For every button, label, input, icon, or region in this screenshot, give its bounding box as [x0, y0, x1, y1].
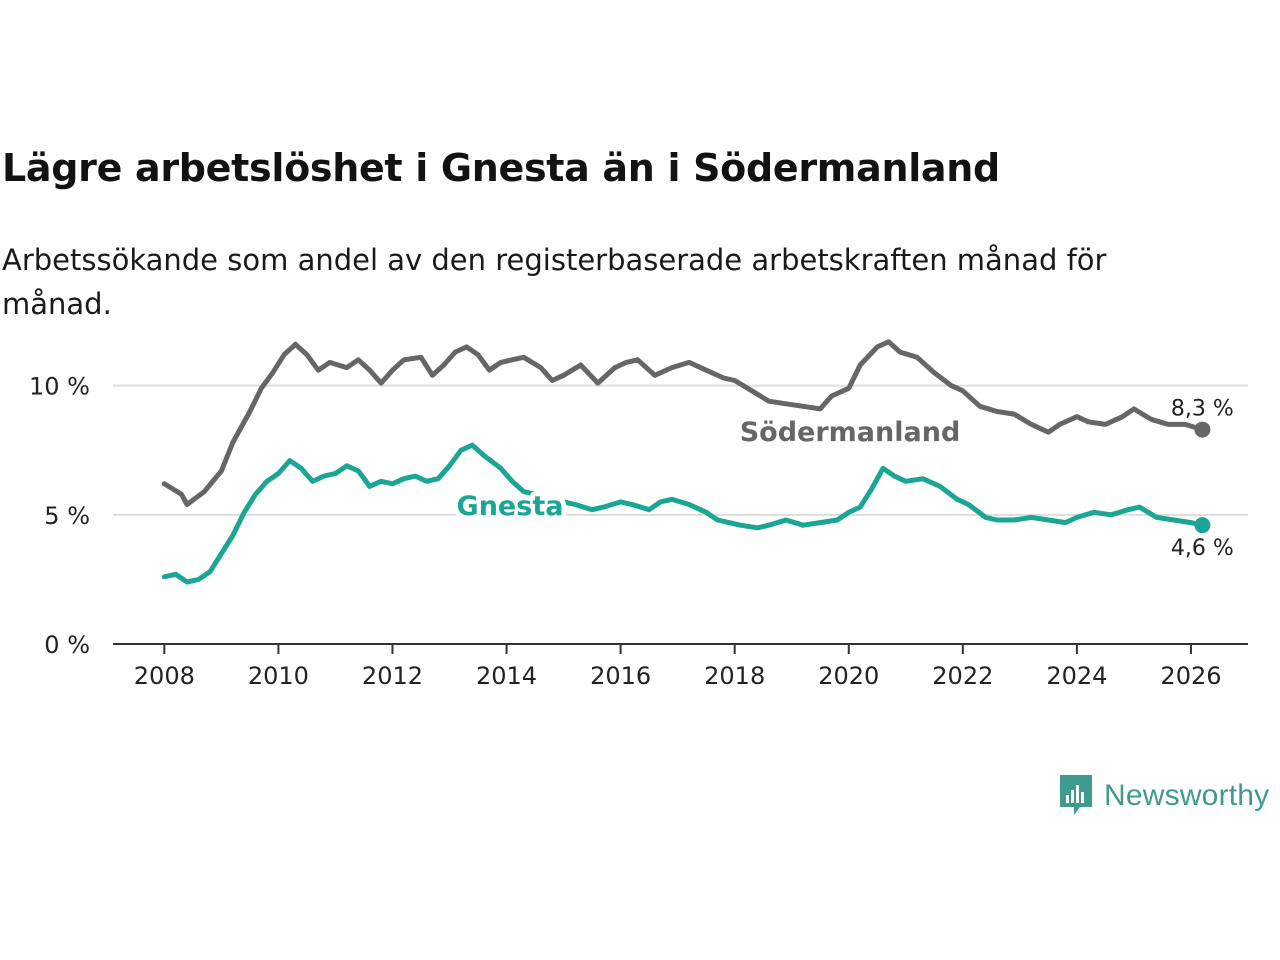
x-tick-label: 2008 — [134, 662, 195, 690]
annotation-gnesta-halo: Gnesta — [457, 491, 564, 522]
x-tick-label: 2020 — [818, 662, 879, 690]
series-labels: 8,3 %4,6 %SödermanlandSödermanlandGnesta… — [452, 397, 1234, 562]
series-line-gnesta — [161, 442, 1205, 585]
annotation-gnesta: Gnesta — [457, 491, 564, 522]
annotation-sodermanland: Södermanland — [740, 417, 961, 448]
y-tick-label: 5 % — [44, 502, 90, 530]
y-tick-label: 10 % — [29, 373, 90, 401]
gridlines — [113, 384, 1248, 516]
x-axis-ticks: 2008 2010 2012 2014 2016 2018 2020 2022 2024 2026 — [134, 644, 1222, 690]
x-tick-label: 2014 — [476, 662, 537, 690]
annotation-sodermanland-halo: Södermanland — [740, 417, 961, 448]
x-tick-label: 2022 — [932, 662, 993, 690]
newsworthy-chart-icon — [1060, 775, 1092, 815]
x-tick-label: 2024 — [1046, 662, 1107, 690]
x-tick-label: 2018 — [704, 662, 765, 690]
x-tick-label: 2016 — [590, 662, 651, 690]
end-point-sodermanland — [1194, 421, 1211, 438]
series-line-sodermanland — [161, 339, 1205, 507]
chart-subtitle: Arbetssökande som andel av den registerb… — [2, 243, 1107, 321]
chart-title: Lägre arbetslöshet i Gnesta än i Söderma… — [2, 146, 1000, 190]
y-tick-label: 0 % — [44, 631, 90, 659]
y-axis-ticks: 0 % 5 % 10 % — [29, 373, 90, 659]
end-point-gnesta — [1194, 517, 1211, 534]
end-label-gnesta: 4,6 % — [1171, 536, 1234, 561]
x-tick-label: 2012 — [362, 662, 423, 690]
brand-name: Newsworthy — [1104, 779, 1270, 812]
end-label-sodermanland: 8,3 % — [1171, 397, 1234, 422]
x-tick-label: 2010 — [248, 662, 309, 690]
x-tick-label: 2026 — [1160, 662, 1221, 690]
series — [161, 339, 1211, 585]
newsworthy-logo: Newsworthy — [1058, 772, 1269, 820]
